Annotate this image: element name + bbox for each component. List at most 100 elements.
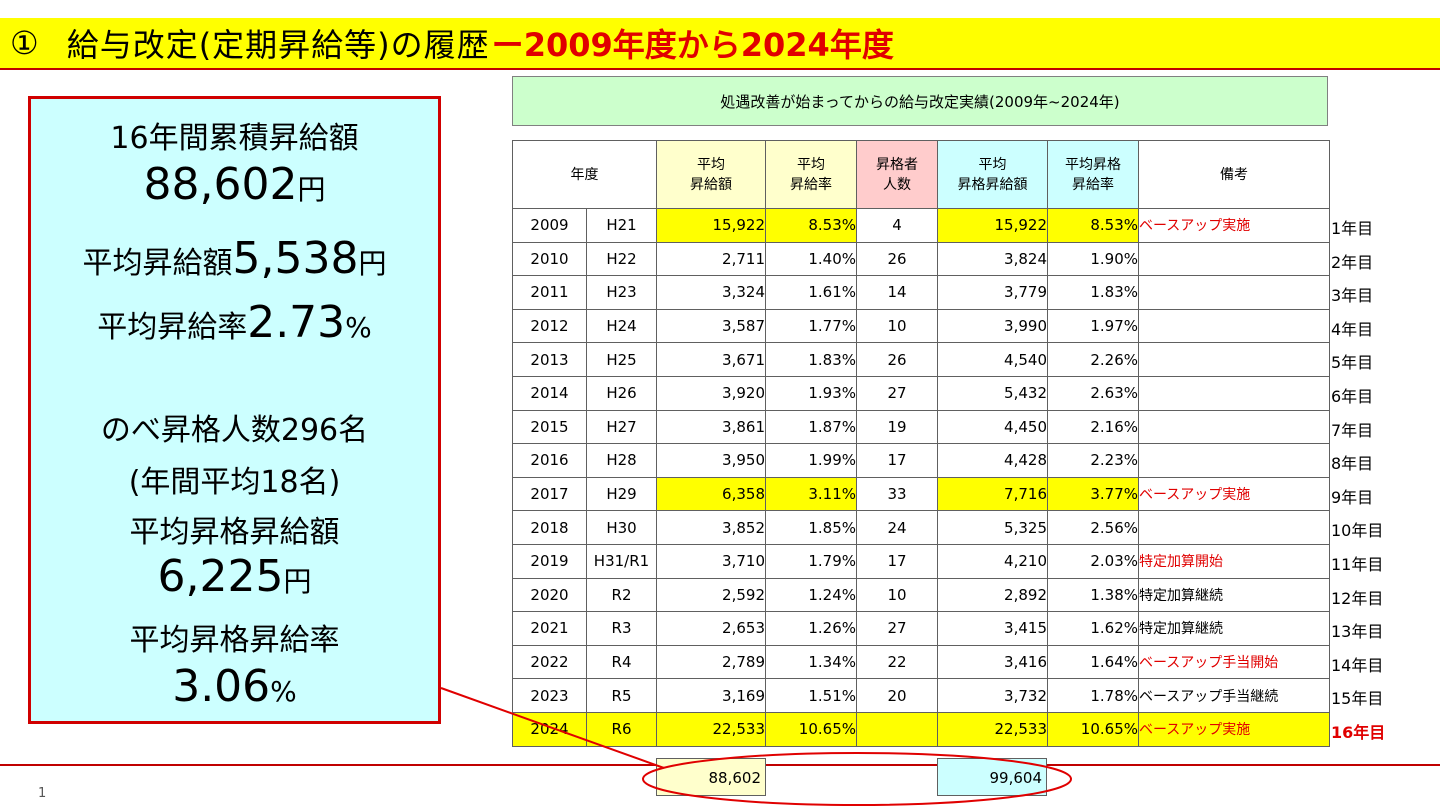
promo-raise-cell: 4,540 — [937, 342, 1048, 377]
avg-raise-cell: 3,920 — [656, 375, 766, 411]
promo-rate-cell: 8.53% — [1047, 208, 1139, 243]
era-cell: R5 — [586, 678, 657, 713]
header-promo-raise-l2: 昇格昇給額 — [957, 176, 1028, 193]
avg-rate-cell: 1.77% — [765, 308, 857, 344]
table-row: 2022 R4 2,789 1.34% 22 3,416 1.64% ベースアップ手当開始 — [512, 644, 1330, 680]
table-row: 2015 H27 3,861 1.87% 19 4,450 2.16% — [512, 409, 1330, 445]
promo-rate-cell: 1.83% — [1047, 275, 1139, 310]
remarks-cell: 特定加算継続 — [1138, 611, 1330, 646]
header-avg-rate-l1: 平均 — [797, 156, 825, 173]
promo-raise-cell: 3,779 — [937, 275, 1048, 310]
avg-raise-cell: 2,711 — [656, 241, 766, 277]
year-cell: 2017 — [512, 476, 587, 512]
promo-rate-cell: 1.97% — [1047, 308, 1139, 344]
table-row: 2021 R3 2,653 1.26% 27 3,415 1.62% 特定加算継続 — [512, 611, 1330, 646]
promo-rate-cell: 2.03% — [1047, 543, 1139, 579]
avg-rate-unit: % — [345, 311, 372, 344]
year-count-label: 6年目 — [1331, 387, 1374, 406]
promoted-cell: 4 — [856, 208, 938, 243]
promoted-cell: 19 — [856, 409, 938, 445]
promo-rate-cell: 2.63% — [1047, 375, 1139, 411]
header-avg-rate: 平均 昇給率 — [765, 140, 857, 209]
header-promo-rate-l1: 平均昇格 — [1065, 156, 1121, 173]
avg-rate-cell: 1.93% — [765, 375, 857, 411]
year-cell: 2021 — [512, 611, 587, 646]
era-cell: R2 — [586, 577, 657, 613]
remarks-cell — [1138, 342, 1330, 377]
header-avg-raise-l1: 平均 — [697, 156, 725, 173]
avg-rate-cell: 1.85% — [765, 510, 857, 545]
promo-rate-cell: 2.56% — [1047, 510, 1139, 545]
remarks-cell: 特定加算継続 — [1138, 577, 1330, 613]
table-row: 2023 R5 3,169 1.51% 20 3,732 1.78% ベースアップ手当継続 — [512, 678, 1330, 713]
remarks-cell — [1138, 241, 1330, 277]
remarks-cell — [1138, 409, 1330, 445]
avg-raise-cell: 15,922 — [656, 208, 766, 243]
remarks-cell: 特定加算開始 — [1138, 543, 1330, 579]
avg-rate-cell: 1.24% — [765, 577, 857, 613]
page-number: 1 — [38, 786, 47, 801]
promo-raise-cell: 5,432 — [937, 375, 1048, 411]
avg-rate-label: 平均昇給率 — [97, 310, 248, 345]
avg-raise-line: 平均昇給額5,538円 — [31, 233, 438, 284]
avg-rate-cell: 1.83% — [765, 342, 857, 377]
header-promo-rate-l2: 昇給率 — [1072, 176, 1114, 193]
promo-raise-cell: 3,416 — [937, 644, 1048, 680]
promo-raise-cell: 7,716 — [937, 476, 1048, 512]
header-promo-raise-l1: 平均 — [978, 156, 1007, 173]
promoted-cell: 22 — [856, 644, 938, 680]
year-cell: 2010 — [512, 241, 587, 277]
remarks-cell — [1138, 375, 1330, 411]
table-row: 2020 R2 2,592 1.24% 10 2,892 1.38% 特定加算継続 — [512, 577, 1330, 613]
promotion-count: のべ昇格人数296名 — [100, 413, 369, 448]
avg-rate-cell: 10.65% — [765, 711, 857, 747]
promo-raise-cell: 4,210 — [937, 543, 1048, 579]
avg-raise-label: 平均昇給額 — [82, 246, 233, 281]
avg-rate-cell: 1.99% — [765, 443, 857, 478]
table-row: 2009 H21 15,922 8.53% 4 15,922 8.53% ベースアップ実施 — [512, 208, 1330, 243]
promoted-cell: 10 — [856, 308, 938, 344]
avg-rate-cell: 1.79% — [765, 543, 857, 579]
avg-raise-cell: 2,653 — [656, 611, 766, 646]
year-count-label: 14年目 — [1331, 655, 1384, 675]
avg-raise-cell: 3,169 — [656, 678, 766, 713]
era-cell: H21 — [586, 208, 657, 243]
table-row: 2018 H30 3,852 1.85% 24 5,325 2.56% — [512, 510, 1330, 545]
table-row: 2019 H31/R1 3,710 1.79% 17 4,210 2.03% 特定加算開始 — [512, 543, 1330, 579]
promo-rate-cell: 10.65% — [1047, 711, 1139, 747]
promo-raise-cell: 4,428 — [937, 443, 1048, 478]
year-cell: 2011 — [512, 275, 587, 310]
promoted-cell: 17 — [856, 543, 938, 579]
avg-rate-value: 2.73 — [247, 297, 346, 348]
avg-rate-line: 平均昇給率2.73% — [31, 297, 438, 348]
era-cell: H30 — [586, 510, 657, 545]
promo-avg-unit: 円 — [283, 565, 312, 598]
header-promo-raise: 平均 昇格昇給額 — [937, 140, 1048, 209]
avg-raise-cell: 3,852 — [656, 510, 766, 545]
era-cell: H28 — [586, 443, 657, 478]
year-cell: 2012 — [512, 308, 587, 344]
year-count-label: 12年目 — [1331, 588, 1384, 608]
promo-raise-cell: 3,415 — [937, 611, 1048, 646]
year-count-label: 8年目 — [1331, 454, 1374, 474]
remarks-cell: ベースアップ実施 — [1138, 711, 1330, 747]
remarks-cell: ベースアップ手当継続 — [1138, 678, 1330, 713]
summary-box: 16年間累積昇給額 88,602円 平均昇給額5,538円 平均昇給率2.73%… — [28, 96, 441, 724]
promo-raise-cell: 3,732 — [937, 678, 1048, 713]
promo-rate-cell: 1.62% — [1047, 611, 1139, 646]
avg-rate-cell: 1.34% — [765, 644, 857, 680]
promo-raise-cell: 22,533 — [937, 711, 1048, 747]
avg-raise-cell: 3,587 — [656, 308, 766, 344]
year-count-label: 4年目 — [1331, 319, 1374, 339]
year-cell: 2023 — [512, 678, 587, 713]
era-cell: R3 — [586, 611, 657, 646]
total-promo-raise: 99,604 — [937, 758, 1047, 796]
avg-rate-cell: 1.87% — [765, 409, 857, 445]
header-avg-raise: 平均 昇給額 — [656, 140, 766, 209]
remarks-cell — [1138, 275, 1330, 310]
promoted-cell: 27 — [856, 375, 938, 411]
promo-rate-cell: 2.23% — [1047, 443, 1139, 478]
promo-avg-value: 6,225 — [157, 551, 284, 602]
promo-rate-cell: 1.78% — [1047, 678, 1139, 713]
promoted-cell: 26 — [856, 342, 938, 377]
